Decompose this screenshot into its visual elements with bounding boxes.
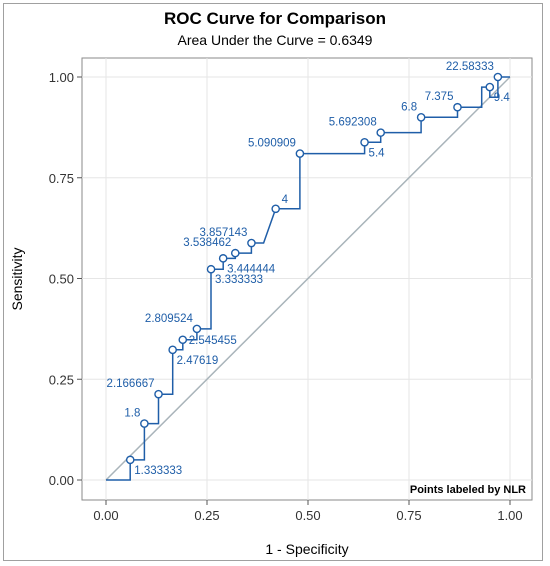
chart-subtitle: Area Under the Curve = 0.6349 [177, 32, 373, 48]
roc-point-label: 3.538462 [183, 237, 231, 249]
roc-point [295, 149, 305, 158]
roc-point-label: 1.333333 [134, 465, 182, 477]
roc-point [168, 345, 177, 355]
roc-point-label: 2.545455 [189, 335, 237, 347]
roc-point-label: 1.8 [124, 408, 140, 420]
roc-point-label: 2.809524 [145, 313, 194, 325]
y-tick-label: 0.25 [49, 372, 74, 387]
x-tick-label: 0.75 [396, 508, 421, 523]
roc-point-label: 4 [282, 194, 289, 206]
points-label-note: Points labeled by NLR [410, 484, 526, 496]
roc-point [192, 324, 202, 334]
x-tick-label: 0.50 [295, 508, 320, 523]
x-tick-label: 0.00 [93, 508, 118, 523]
y-tick-label: 0.50 [49, 272, 74, 287]
roc-point [178, 335, 188, 345]
roc-point [154, 389, 163, 399]
roc-point [453, 102, 462, 112]
roc-point [206, 264, 216, 274]
roc-point [125, 455, 135, 465]
y-axis-title: Sensitivity [9, 247, 25, 310]
roc-point [376, 128, 386, 137]
roc-point [416, 113, 426, 122]
roc-point [247, 238, 256, 248]
roc-point [485, 82, 495, 92]
x-tick-label: 0.25 [194, 508, 219, 523]
roc-point-label: 7.375 [425, 91, 454, 103]
roc-point-label: 9.4 [494, 92, 511, 104]
roc-point-label: 3.444444 [227, 263, 276, 275]
roc-point-label: 2.166667 [107, 378, 155, 390]
y-tick-label: 0.75 [49, 171, 74, 186]
roc-point-label: 5.4 [369, 147, 386, 159]
chart-frame [3, 3, 543, 561]
x-tick-label: 1.00 [497, 508, 522, 523]
x-axis-title: 1 - Specificity [265, 541, 348, 557]
roc-point [271, 204, 280, 214]
roc-point-label: 3.333333 [215, 274, 263, 286]
roc-point [493, 72, 503, 82]
roc-point-label: 3.857143 [199, 227, 247, 239]
roc-point [218, 254, 228, 263]
roc-curve-line [106, 76, 510, 481]
roc-point-label: 2.47619 [177, 355, 219, 367]
roc-point [230, 248, 240, 258]
y-tick-label: 1.00 [49, 70, 74, 85]
chart-title: ROC Curve for Comparison [164, 9, 386, 28]
roc-point-label: 5.090909 [248, 138, 296, 150]
roc-point [140, 419, 149, 428]
roc-point-label: 22.58333 [446, 61, 494, 73]
roc-point-label: 5.692308 [329, 117, 377, 129]
roc-point-label: 6.8 [401, 101, 417, 113]
y-tick-label: 0.00 [49, 473, 74, 488]
reference-diagonal-line [105, 76, 511, 481]
roc-point [360, 137, 369, 147]
